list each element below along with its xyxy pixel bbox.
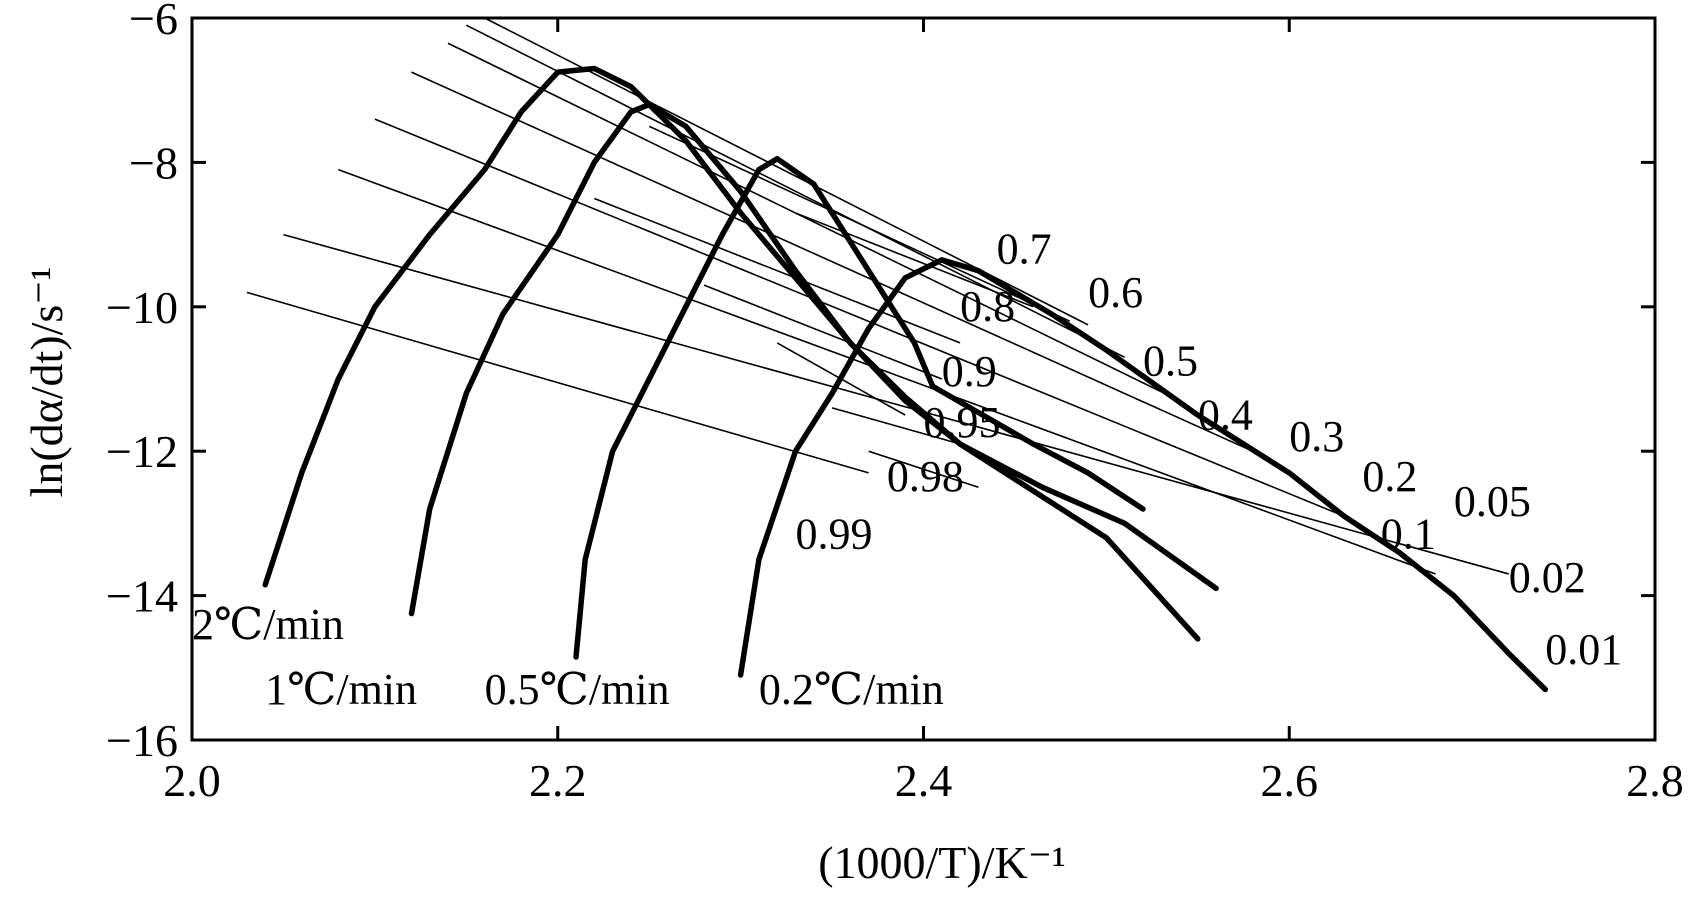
iso-line-alpha-0.8: [594, 197, 961, 344]
iso-line-alpha-0.5: [484, 17, 1089, 326]
iso-line-alpha-0.02: [283, 233, 1509, 575]
y-tick-label: −16: [106, 715, 178, 766]
rate-label: 0.5℃/min: [485, 665, 670, 714]
iso-line-alpha-0.2: [411, 71, 1254, 452]
iso-line-alpha-0.9: [703, 284, 943, 380]
iso-label: 0.01: [1545, 625, 1622, 674]
y-axis-title: ln(dα/dt)/s⁻¹: [21, 267, 72, 498]
rate-label: 1℃/min: [265, 665, 417, 714]
iso-label: 0.2: [1362, 452, 1417, 501]
rate-label: 0.2℃/min: [759, 665, 944, 714]
rate-label: 2℃/min: [192, 600, 344, 649]
iso-line-alpha-0.4: [465, 24, 1126, 359]
x-tick-label: 2.0: [163, 755, 221, 806]
iso-label: 0.9: [942, 347, 997, 396]
iso-line-alpha-0.6: [648, 125, 1071, 322]
heating-rate-labels: 2℃/min 1℃/min 0.5℃/min 0.2℃/min: [192, 600, 944, 714]
iso-label: 0.6: [1088, 268, 1143, 317]
y-tick-label: −14: [106, 571, 178, 622]
y-tick-label: −6: [129, 0, 178, 44]
iso-label: 0.4: [1198, 391, 1253, 440]
iso-label: 0.5: [1143, 336, 1198, 385]
x-tick-label: 2.6: [1261, 755, 1319, 806]
iso-label: 0.02: [1509, 553, 1586, 602]
x-tick-label: 2.4: [895, 755, 953, 806]
plot-frame: [190, 16, 1657, 742]
iso-label: 0.99: [795, 510, 872, 559]
iso-line-alpha-0.01: [246, 291, 869, 474]
y-tick-label: −10: [106, 282, 178, 333]
iso-line-alpha-0.99: [868, 450, 979, 489]
rate-curve-4: [737, 257, 1549, 693]
isoconversional-labels: 0.7 0.6 0.8 0.50.4 0.3 0.90.95 0.2 0.98 0.05 0.1 0…: [795, 224, 1622, 674]
iso-label: 0.95: [924, 398, 1001, 447]
iso-label: 0.98: [887, 452, 964, 501]
iso-line-alpha-0.98: [831, 407, 961, 445]
rate-curves: [262, 65, 1549, 693]
iso-line-alpha-0.7: [795, 212, 1034, 308]
rate-curve-3: [573, 156, 1146, 660]
axes: 2.0 2.2 2.4 2.6 2.8 −6 −8 −10 −12 −14 −16: [106, 0, 1684, 806]
x-tick-label: 2.8: [1626, 755, 1684, 806]
iso-label: 0.8: [960, 282, 1015, 331]
rate-curve-2: [408, 101, 1201, 642]
y-tick-label: −12: [106, 426, 178, 477]
iso-line-alpha-0.05: [338, 168, 1436, 575]
iso-line-alpha-0.1: [374, 118, 1345, 517]
iso-line-alpha-0.3: [447, 42, 1180, 402]
x-tick-label: 2.2: [529, 755, 587, 806]
x-axis-title: (1000/T)/K⁻¹: [818, 837, 1066, 888]
iso-label: 0.1: [1381, 510, 1436, 559]
iso-label: 0.05: [1454, 477, 1531, 526]
y-tick-label: −8: [129, 137, 178, 188]
iso-label: 0.3: [1289, 412, 1344, 461]
iso-label: 0.7: [997, 224, 1052, 273]
